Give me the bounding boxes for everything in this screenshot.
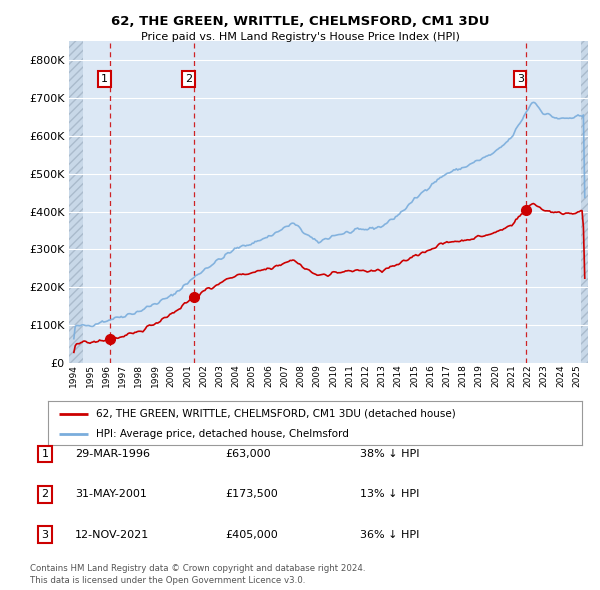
Text: £63,000: £63,000 — [225, 450, 271, 459]
Text: 12-NOV-2021: 12-NOV-2021 — [75, 530, 149, 539]
Text: 38% ↓ HPI: 38% ↓ HPI — [360, 450, 419, 459]
Text: £405,000: £405,000 — [225, 530, 278, 539]
Text: 62, THE GREEN, WRITTLE, CHELMSFORD, CM1 3DU: 62, THE GREEN, WRITTLE, CHELMSFORD, CM1 … — [111, 15, 489, 28]
Text: 3: 3 — [517, 74, 524, 84]
Text: Contains HM Land Registry data © Crown copyright and database right 2024.
This d: Contains HM Land Registry data © Crown c… — [30, 565, 365, 585]
Text: 2: 2 — [41, 490, 49, 499]
Text: HPI: Average price, detached house, Chelmsford: HPI: Average price, detached house, Chel… — [96, 430, 349, 440]
Text: 3: 3 — [41, 530, 49, 539]
Bar — [581, 41, 588, 363]
Text: 1: 1 — [101, 74, 108, 84]
Text: 36% ↓ HPI: 36% ↓ HPI — [360, 530, 419, 539]
Text: £173,500: £173,500 — [225, 490, 278, 499]
Text: 2: 2 — [185, 74, 192, 84]
Text: Price paid vs. HM Land Registry's House Price Index (HPI): Price paid vs. HM Land Registry's House … — [140, 32, 460, 42]
Text: 1: 1 — [41, 450, 49, 459]
Text: 62, THE GREEN, WRITTLE, CHELMSFORD, CM1 3DU (detached house): 62, THE GREEN, WRITTLE, CHELMSFORD, CM1 … — [96, 409, 456, 418]
Text: 29-MAR-1996: 29-MAR-1996 — [75, 450, 150, 459]
Bar — [69, 41, 83, 363]
Text: 31-MAY-2001: 31-MAY-2001 — [75, 490, 147, 499]
Text: 13% ↓ HPI: 13% ↓ HPI — [360, 490, 419, 499]
